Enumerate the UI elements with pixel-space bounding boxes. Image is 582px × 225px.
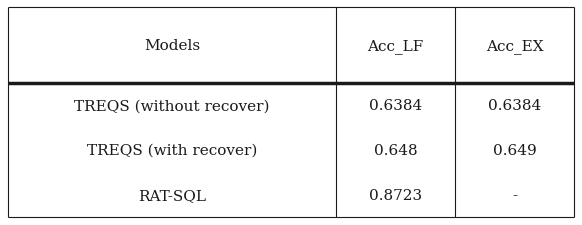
Text: TREQS (with recover): TREQS (with recover) <box>87 144 257 158</box>
Text: 0.6384: 0.6384 <box>369 99 423 113</box>
Text: 0.648: 0.648 <box>374 144 417 158</box>
Text: Acc_EX: Acc_EX <box>486 38 544 53</box>
Text: Acc_LF: Acc_LF <box>368 38 424 53</box>
Text: 0.8723: 0.8723 <box>369 188 423 202</box>
Text: -: - <box>512 188 517 202</box>
Text: 0.6384: 0.6384 <box>488 99 541 113</box>
Text: TREQS (without recover): TREQS (without recover) <box>74 99 270 113</box>
Text: 0.649: 0.649 <box>493 144 537 158</box>
Text: RAT-SQL: RAT-SQL <box>138 188 206 202</box>
Text: Models: Models <box>144 39 200 53</box>
